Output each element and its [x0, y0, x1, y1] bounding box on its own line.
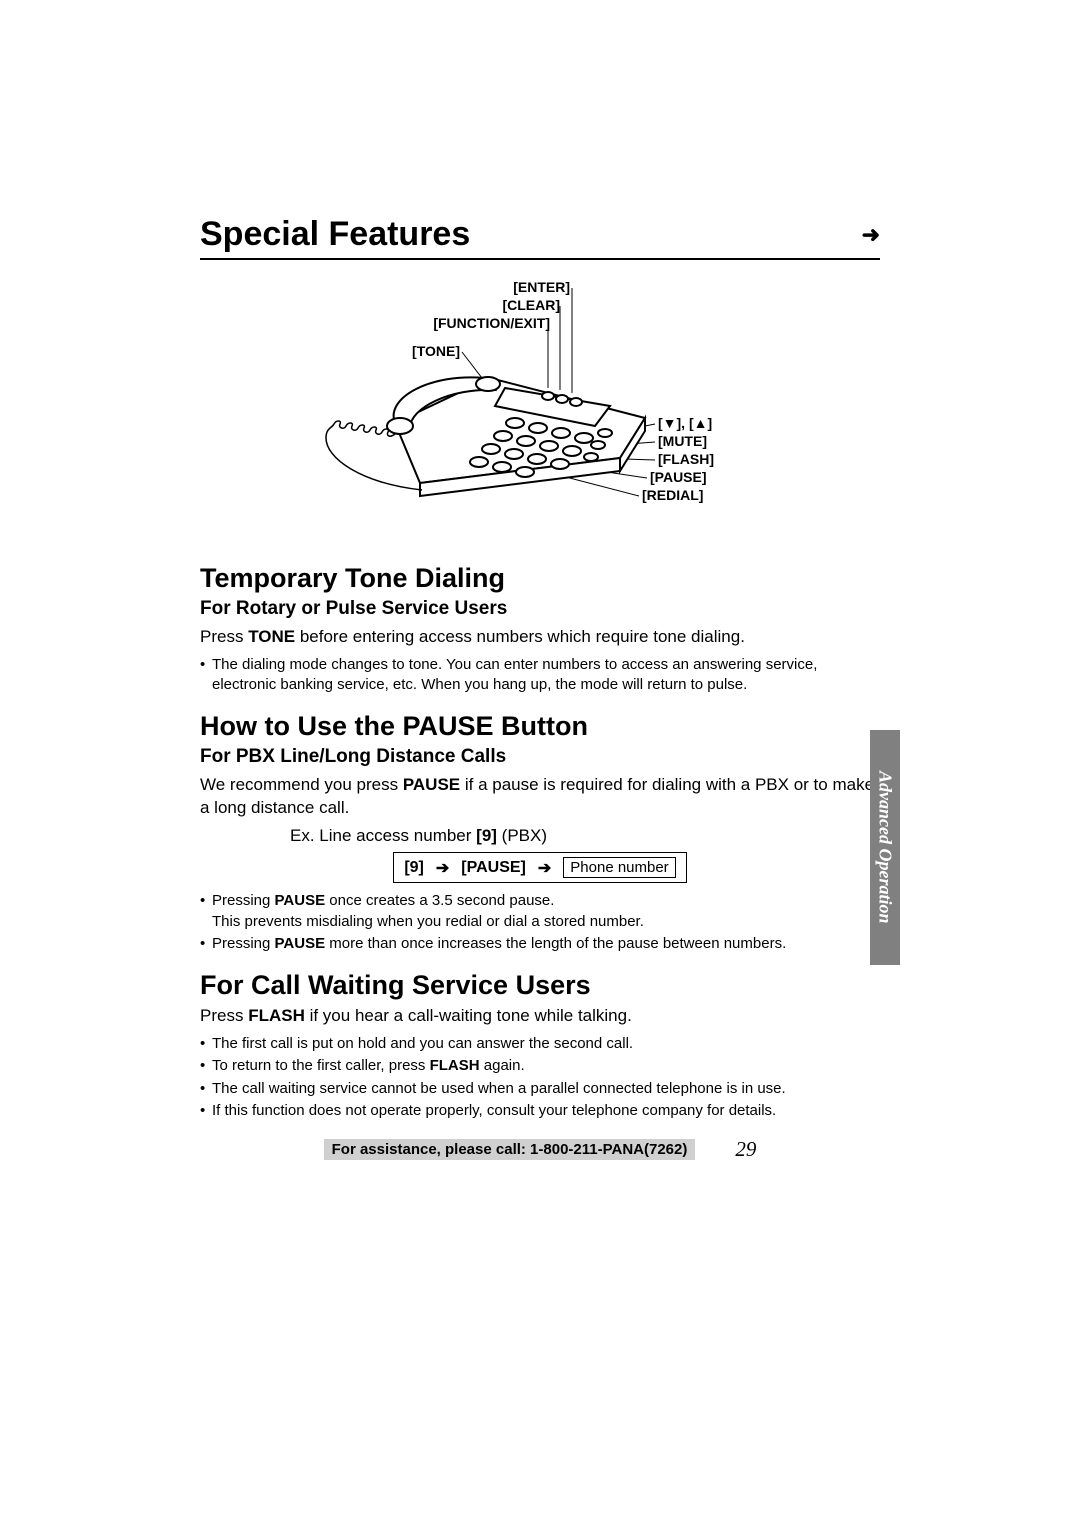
tone-bullets: The dialing mode changes to tone. You ca… — [200, 655, 880, 696]
phone-diagram: [ENTER] [CLEAR] [FUNCTION/EXIT] [TONE] [… — [300, 278, 780, 543]
list-item: The call waiting service cannot be used … — [200, 1079, 880, 1099]
section-title-tone: Temporary Tone Dialing — [200, 563, 880, 594]
label-pause: [PAUSE] — [650, 469, 707, 485]
continue-arrow-icon: ➜ — [862, 222, 880, 248]
callwaiting-bullets: The first call is put on hold and you ca… — [200, 1034, 880, 1121]
list-item: If this function does not operate proper… — [200, 1101, 880, 1121]
sequence-step-pause: [PAUSE] — [461, 859, 526, 877]
section-title-pause: How to Use the PAUSE Button — [200, 711, 880, 742]
phone-body-icon — [387, 377, 645, 496]
pause-bullets: Pressing PAUSE once creates a 3.5 second… — [200, 891, 880, 954]
arrow-right-icon: ➔ — [538, 858, 551, 878]
list-item: The first call is put on hold and you ca… — [200, 1034, 880, 1054]
page-footer: For assistance, please call: 1-800-211-P… — [200, 1137, 880, 1162]
tone-body: Press TONE before entering access number… — [200, 626, 880, 649]
label-enter: [ENTER] — [513, 279, 570, 295]
label-redial: [REDIAL] — [642, 487, 703, 503]
footer-assist-text: For assistance, please call: 1-800-211-P… — [324, 1139, 696, 1160]
pause-sequence: [9] ➔ [PAUSE] ➔ Phone number — [393, 852, 686, 883]
pause-example: Ex. Line access number [9] (PBX) — [290, 826, 880, 846]
page-title: Special Features — [200, 215, 470, 254]
subsection-title-rotary: For Rotary or Pulse Service Users — [200, 598, 880, 620]
label-function-exit: [FUNCTION/EXIT] — [433, 315, 550, 331]
pause-body: We recommend you press PAUSE if a pause … — [200, 774, 880, 820]
list-item: The dialing mode changes to tone. You ca… — [200, 655, 880, 696]
callwaiting-body: Press FLASH if you hear a call-waiting t… — [200, 1005, 880, 1028]
label-flash: [FLASH] — [658, 451, 714, 467]
subsection-title-pbx: For PBX Line/Long Distance Calls — [200, 746, 880, 768]
list-item: To return to the first caller, press FLA… — [200, 1056, 880, 1076]
arrow-right-icon: ➔ — [436, 858, 449, 878]
side-tab-advanced-operation: Advanced Operation — [870, 730, 900, 965]
phone-diagram-svg: [ENTER] [CLEAR] [FUNCTION/EXIT] [TONE] [… — [300, 278, 780, 538]
list-item: Pressing PAUSE more than once increases … — [200, 934, 880, 954]
section-title-callwaiting: For Call Waiting Service Users — [200, 970, 880, 1001]
list-item: Pressing PAUSE once creates a 3.5 second… — [200, 891, 880, 932]
page-number: 29 — [735, 1137, 756, 1162]
page-content: Special Features ➜ [ENTER] [CLEAR] [FUNC… — [200, 215, 880, 1162]
sequence-phone-number-box: Phone number — [563, 857, 675, 878]
label-arrows: [▼], [▲] — [658, 415, 712, 431]
label-mute: [MUTE] — [658, 433, 707, 449]
label-clear: [CLEAR] — [502, 297, 560, 313]
sequence-step-9: [9] — [404, 859, 424, 877]
label-tone: [TONE] — [412, 343, 460, 359]
page-header: Special Features ➜ — [200, 215, 880, 260]
